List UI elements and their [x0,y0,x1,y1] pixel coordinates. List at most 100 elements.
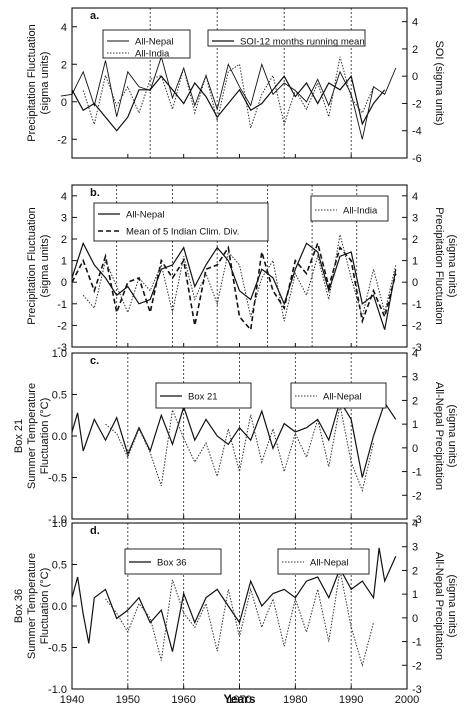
y-tick-label: -0.5 [48,643,67,655]
y-axis-title: Summer Temperature [26,553,38,659]
panel-label: b. [90,187,100,199]
y2-axis-title: Precipitation Fluctuation [433,207,445,324]
y2-axis-title: SOI (sigma units) [433,41,445,126]
y-axis-title: Box 21 [13,419,25,453]
y2-tick-label: -3 [412,514,422,526]
panel-2: b. -3 -2 -1 0 1 2 3 4 -3 -2 -1 0 1 2 3 4 Precipitation Fl… [26,184,458,354]
series-line-2 [105,570,374,668]
y2-tick-label: 4 [412,191,418,203]
y-axis-title: Fluctuation (°C) [39,398,51,475]
y-tick-label: -2 [57,320,67,332]
legend-box [207,29,366,47]
x-tick-label: 1960 [171,694,195,706]
x-tick-label: 1990 [339,694,363,706]
series-line-2 [71,240,397,332]
y2-tick-label: 2 [412,44,418,56]
panel-label: c. [90,355,99,367]
y2-tick-label: 4 [412,17,418,29]
legend-label: All-Nepal [135,37,174,48]
y2-tick-label: -3 [412,342,422,354]
x-tick-label: 1980 [283,694,307,706]
y2-tick-label: 1 [412,419,418,431]
y2-tick-label: 1 [412,589,418,601]
y2-tick-label: -3 [412,684,422,696]
series-line-1 [71,399,397,478]
legend-label: All-India [343,206,378,217]
y2-tick-label: 0 [412,443,418,455]
y2-tick-label: 3 [412,542,418,554]
y-tick-label: 2 [61,59,67,71]
legend-label: Box 21 [188,392,218,403]
legend-box [277,548,370,575]
y-axis-title: Precipitation Fluctuation [26,207,38,324]
y2-tick-label: 0 [412,613,418,625]
legend-box [290,382,387,409]
legend-box [93,202,269,242]
y-tick-label: 2 [61,234,67,246]
y-tick-label: 4 [61,22,67,34]
y2-tick-label: 4 [412,348,418,360]
y2-tick-label: -2 [412,320,422,332]
legend-label: All-India [135,49,170,60]
y-tick-label: -1.0 [48,514,67,526]
y2-axis-title: (sigma units) [446,235,458,298]
y2-tick-label: -6 [412,153,422,165]
y-tick-label: -0.5 [48,473,67,485]
y2-tick-label: -2 [412,98,422,110]
y2-tick-label: -2 [412,660,422,672]
y2-axis-title: (sigma units) [446,405,458,468]
y-axis-title: Summer Temperature [26,383,38,489]
y2-tick-label: 2 [412,234,418,246]
y2-tick-label: 0 [412,277,418,289]
panel-4: d. -1.0 -0.5 0.0 0.5 1.0 -3 -2 -1 0 1 2 3 4 1940 1950 19… [13,518,458,706]
legend-label: All-Nepal [323,392,362,403]
y2-tick-label: -2 [412,490,422,502]
legend-box [310,195,389,222]
panel-label: a. [90,10,99,22]
y-tick-label: -1 [57,299,67,311]
y-tick-label: 3 [61,212,67,224]
y2-tick-label: 1 [412,256,418,268]
series-line-1 [71,241,397,330]
y-tick-label: 1 [61,256,67,268]
y-axis-title: Precipitation Fluctuation [26,24,38,141]
panel-label: d. [90,525,100,537]
y2-tick-label: 4 [412,518,418,530]
y-tick-label: 0.0 [52,601,67,613]
y2-tick-label: 3 [412,372,418,384]
y-tick-label: 0 [61,277,67,289]
y2-axis-title: All-Nepal Precipitation [433,382,445,490]
y-tick-label: -2 [57,134,67,146]
y2-tick-label: 3 [412,212,418,224]
y-tick-label: -3 [57,342,67,354]
y-tick-label: 0.5 [52,560,67,572]
y2-tick-label: -1 [412,299,422,311]
y2-tick-label: -1 [412,467,422,479]
y-axis-title: Fluctuation (°C) [39,568,51,645]
y-tick-label: 1.0 [52,518,67,530]
legend-label: All-Nepal [126,210,165,221]
y-axis-title: (sigma units) [39,235,51,298]
y-tick-label: 0.0 [52,431,67,443]
y-tick-label: -1.0 [48,684,67,696]
y2-axis-title: (sigma units) [446,575,458,638]
y-tick-label: 0.5 [52,390,67,402]
x-tick-label: 1950 [116,694,140,706]
y2-tick-label: 0 [412,71,418,83]
legend-label: SOI-12 months running mean [240,37,365,48]
legend-label: Mean of 5 Indian Clim. Div. [126,227,239,238]
y-axis-title: Box 36 [13,589,25,623]
y2-tick-label: -1 [412,637,422,649]
legend-label: Box 36 [157,558,187,569]
x-tick-label: 2000 [395,694,419,706]
series-line-3 [82,234,397,322]
y-axis-title: (sigma units) [39,52,51,115]
y2-tick-label: 2 [412,395,418,407]
y-tick-label: 1.0 [52,348,67,360]
y-tick-label: 4 [61,191,67,203]
x-tick-label: 1970 [227,694,251,706]
x-tick-label: 1940 [60,694,84,706]
x-axis-title: Years [223,692,255,706]
